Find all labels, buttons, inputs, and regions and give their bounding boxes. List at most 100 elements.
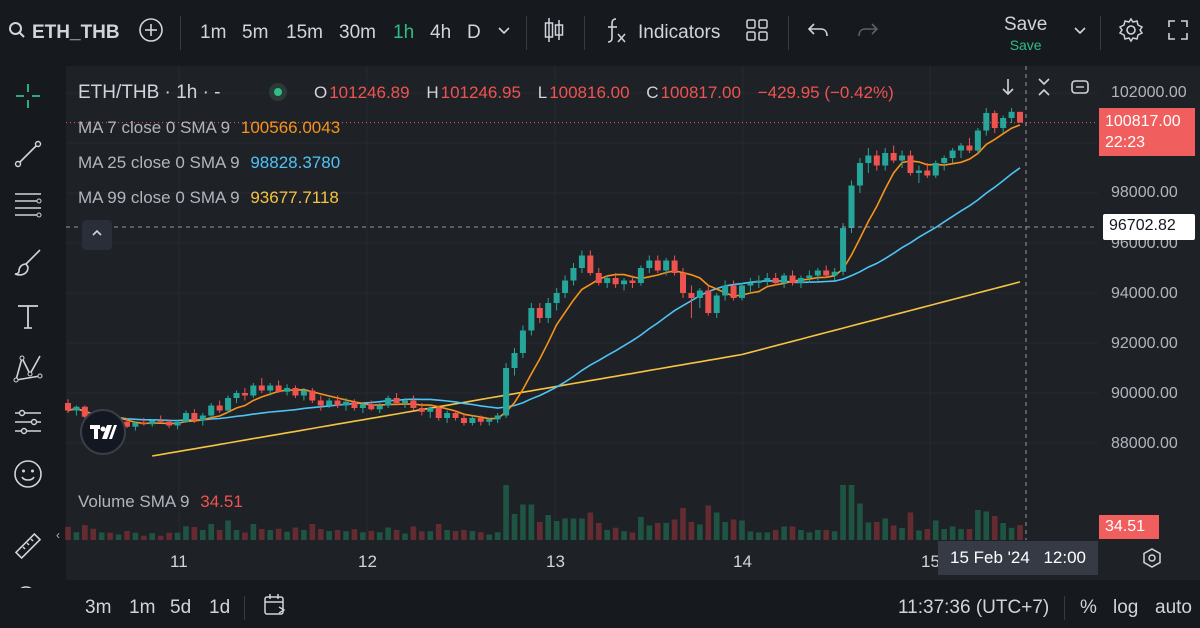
candle-body [713, 295, 720, 313]
text-tool[interactable] [8, 298, 48, 338]
volume-bar [183, 526, 189, 540]
volume-bar [351, 529, 358, 540]
volume-bar [258, 529, 265, 540]
candle-body [343, 401, 350, 406]
crosshair-tool[interactable] [8, 78, 48, 118]
candle-body [208, 405, 215, 416]
log-scale-toggle[interactable]: log [1113, 588, 1138, 628]
interval-label: 1m [200, 22, 227, 43]
interval-15m[interactable]: 15m [286, 0, 323, 66]
interval-D[interactable]: D [467, 0, 481, 66]
ma7-legend[interactable]: MA 7 close 0 SMA 9 100566.0043 [78, 118, 340, 138]
candle-body [486, 419, 493, 422]
volume-bar [107, 532, 113, 540]
collapse-pane-button[interactable] [1029, 74, 1059, 104]
candle-body [284, 388, 291, 392]
volume-bar [975, 510, 981, 540]
volume-bar [587, 512, 594, 540]
interval-label: D [467, 22, 481, 43]
range-1m[interactable]: 1m [129, 588, 155, 628]
interval-dropdown[interactable] [496, 0, 512, 66]
volume-bar [840, 485, 846, 540]
candle-body [1017, 111, 1023, 123]
range-3m[interactable]: 3m [85, 588, 111, 628]
candle-body [182, 413, 189, 422]
scroll-to-latest-button[interactable] [993, 74, 1023, 104]
trend-line-tool[interactable] [8, 136, 48, 176]
volume-bar [857, 503, 863, 540]
redo-button[interactable] [856, 0, 880, 66]
interval-4h[interactable]: 4h [430, 0, 451, 66]
volume-bar [890, 525, 897, 540]
maximize-pane-button[interactable] [1065, 74, 1095, 104]
candle-body [267, 385, 274, 391]
candle-body [410, 400, 417, 408]
candle-body [747, 283, 754, 286]
collapse-legend-button[interactable] [82, 220, 112, 250]
interval-1m[interactable]: 1m [200, 0, 226, 66]
percent-scale-toggle[interactable]: % [1080, 588, 1097, 628]
candle-body [241, 393, 248, 396]
candle-body [300, 390, 307, 396]
ma99-legend[interactable]: MA 99 close 0 SMA 9 93677.7118 [78, 188, 339, 208]
indicators-button[interactable]: Indicators [604, 0, 720, 66]
volume-bar [435, 524, 442, 540]
chart-settings-button[interactable] [1138, 546, 1166, 574]
candle-body [915, 170, 922, 173]
candle-body [351, 401, 358, 408]
auto-scale-toggle[interactable]: auto [1155, 588, 1192, 628]
candle-body [166, 421, 173, 426]
separator [244, 596, 245, 620]
scroll-left-arrow[interactable]: ‹ [56, 528, 60, 542]
ma25-legend[interactable]: MA 25 close 0 SMA 9 98828.3780 [78, 153, 340, 173]
symbol-search[interactable]: ETH_THB [8, 0, 120, 66]
volume-bar [494, 532, 501, 540]
volume-bar [713, 512, 720, 540]
pattern-tool[interactable] [8, 350, 48, 390]
volume-bar [899, 528, 905, 540]
icon-tool[interactable] [8, 456, 48, 496]
range-1d[interactable]: 1d [209, 588, 230, 628]
candle-body [460, 418, 467, 423]
candle-body [730, 285, 737, 298]
save-button[interactable]: Save Save [1004, 0, 1047, 66]
volume-bar [536, 522, 543, 540]
candle-body [519, 330, 526, 353]
settings-button[interactable] [1117, 0, 1145, 66]
timezone-button[interactable]: 11:37:36 (UTC+7) [898, 588, 1049, 628]
tradingview-logo [80, 409, 126, 455]
sliders-icon [12, 406, 44, 443]
measure-tool[interactable] [8, 528, 48, 568]
volume-bar [705, 505, 712, 540]
chart-type-button[interactable] [542, 0, 566, 66]
volume-label: Volume SMA 9 [78, 492, 190, 511]
brush-tool[interactable] [8, 244, 48, 284]
range-5d[interactable]: 5d [170, 588, 191, 628]
compare-button[interactable] [138, 0, 164, 66]
fullscreen-button[interactable] [1166, 0, 1190, 66]
search-icon [8, 21, 26, 45]
interval-1h[interactable]: 1h [393, 0, 414, 66]
volume-tag-value: 34.51 [1105, 518, 1146, 535]
volume-bar [368, 531, 375, 540]
volume-bar [166, 532, 172, 540]
undo-button[interactable] [806, 0, 830, 66]
fib-tool[interactable] [8, 186, 48, 226]
interval-5m[interactable]: 5m [242, 0, 268, 66]
price-axis-label: 88000.00 [1111, 435, 1178, 452]
go-to-date-button[interactable] [262, 588, 288, 628]
save-dropdown[interactable] [1072, 0, 1088, 66]
candle-body [890, 153, 897, 161]
candle-body [292, 388, 299, 396]
prediction-tool[interactable] [8, 404, 48, 444]
candle-body [191, 413, 198, 421]
undo-icon [806, 18, 830, 48]
percent-label: % [1080, 597, 1097, 618]
candle-body [899, 155, 906, 161]
layouts-button[interactable] [744, 0, 770, 66]
chevron-up-icon [90, 226, 104, 245]
volume-legend[interactable]: Volume SMA 9 34.51 [78, 492, 243, 512]
interval-30m[interactable]: 30m [339, 0, 376, 66]
chart-pane[interactable] [66, 66, 1200, 580]
